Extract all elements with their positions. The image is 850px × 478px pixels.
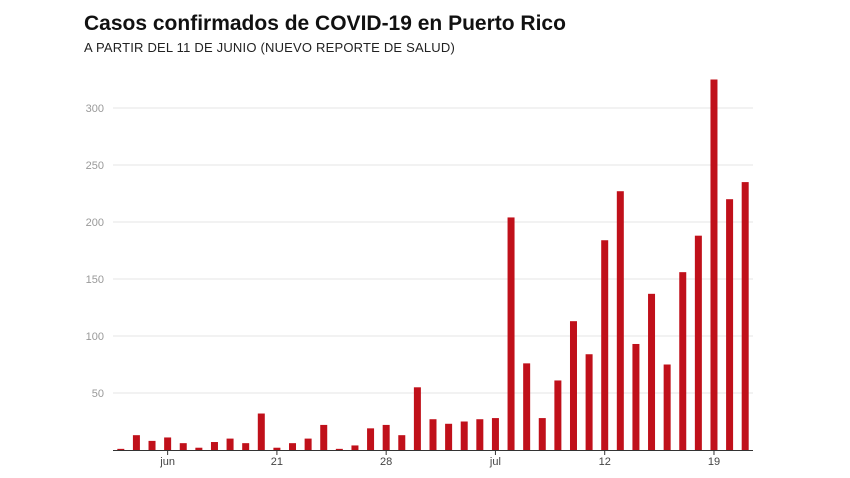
bar	[538, 418, 546, 450]
bars	[117, 79, 749, 450]
bar	[601, 240, 609, 450]
x-tick-label: 12	[599, 456, 611, 468]
y-tick-label: 50	[92, 388, 104, 400]
x-tick-label: 28	[380, 456, 392, 468]
bar	[413, 387, 421, 450]
bar	[335, 448, 343, 450]
bar	[585, 354, 593, 450]
bar	[741, 182, 749, 450]
chart-title: Casos confirmados de COVID-19 en Puerto …	[84, 12, 566, 35]
x-axis: jun 21 28 jul 12 19	[113, 450, 753, 468]
bar	[117, 448, 125, 450]
bar	[663, 364, 671, 450]
y-tick-label: 200	[86, 217, 104, 229]
bar	[304, 438, 312, 450]
bar	[491, 418, 499, 450]
bar	[148, 440, 156, 450]
y-tick-label: 250	[86, 160, 104, 172]
bar	[445, 423, 453, 450]
bar	[210, 442, 218, 450]
gridlines	[113, 107, 753, 394]
bar	[351, 445, 359, 450]
bar	[132, 435, 140, 450]
bar	[710, 79, 718, 450]
bar	[632, 343, 640, 450]
bar	[179, 443, 187, 450]
y-axis-ticks: 50 100 150 200 250 300	[86, 103, 104, 400]
bar	[195, 447, 203, 450]
bar	[289, 443, 297, 450]
chart-subtitle: A PARTIR DEL 11 DE JUNIO (NUEVO REPORTE …	[84, 40, 455, 55]
bar	[554, 380, 562, 450]
bar	[273, 447, 281, 450]
y-tick-label: 100	[86, 331, 104, 343]
bar	[569, 321, 577, 450]
bar	[398, 435, 406, 450]
y-tick-label: 150	[86, 274, 104, 286]
bar	[242, 443, 250, 450]
x-tick-label: jun	[159, 456, 175, 468]
bar	[164, 437, 172, 450]
bar	[476, 419, 484, 450]
y-tick-label: 300	[86, 103, 104, 115]
bar	[507, 217, 515, 450]
bar	[648, 293, 656, 450]
bar	[616, 191, 624, 450]
bar	[523, 363, 531, 450]
x-tick-label: 19	[708, 456, 720, 468]
bar	[226, 438, 234, 450]
bar	[460, 421, 468, 450]
bar	[726, 199, 734, 450]
bar	[429, 419, 437, 450]
bar	[679, 272, 687, 450]
bar	[320, 424, 328, 450]
bar	[257, 413, 265, 450]
bar	[694, 235, 702, 450]
bar	[367, 428, 375, 450]
x-tick-label: 21	[271, 456, 283, 468]
bar	[382, 424, 390, 450]
x-tick-label: jul	[489, 456, 501, 468]
